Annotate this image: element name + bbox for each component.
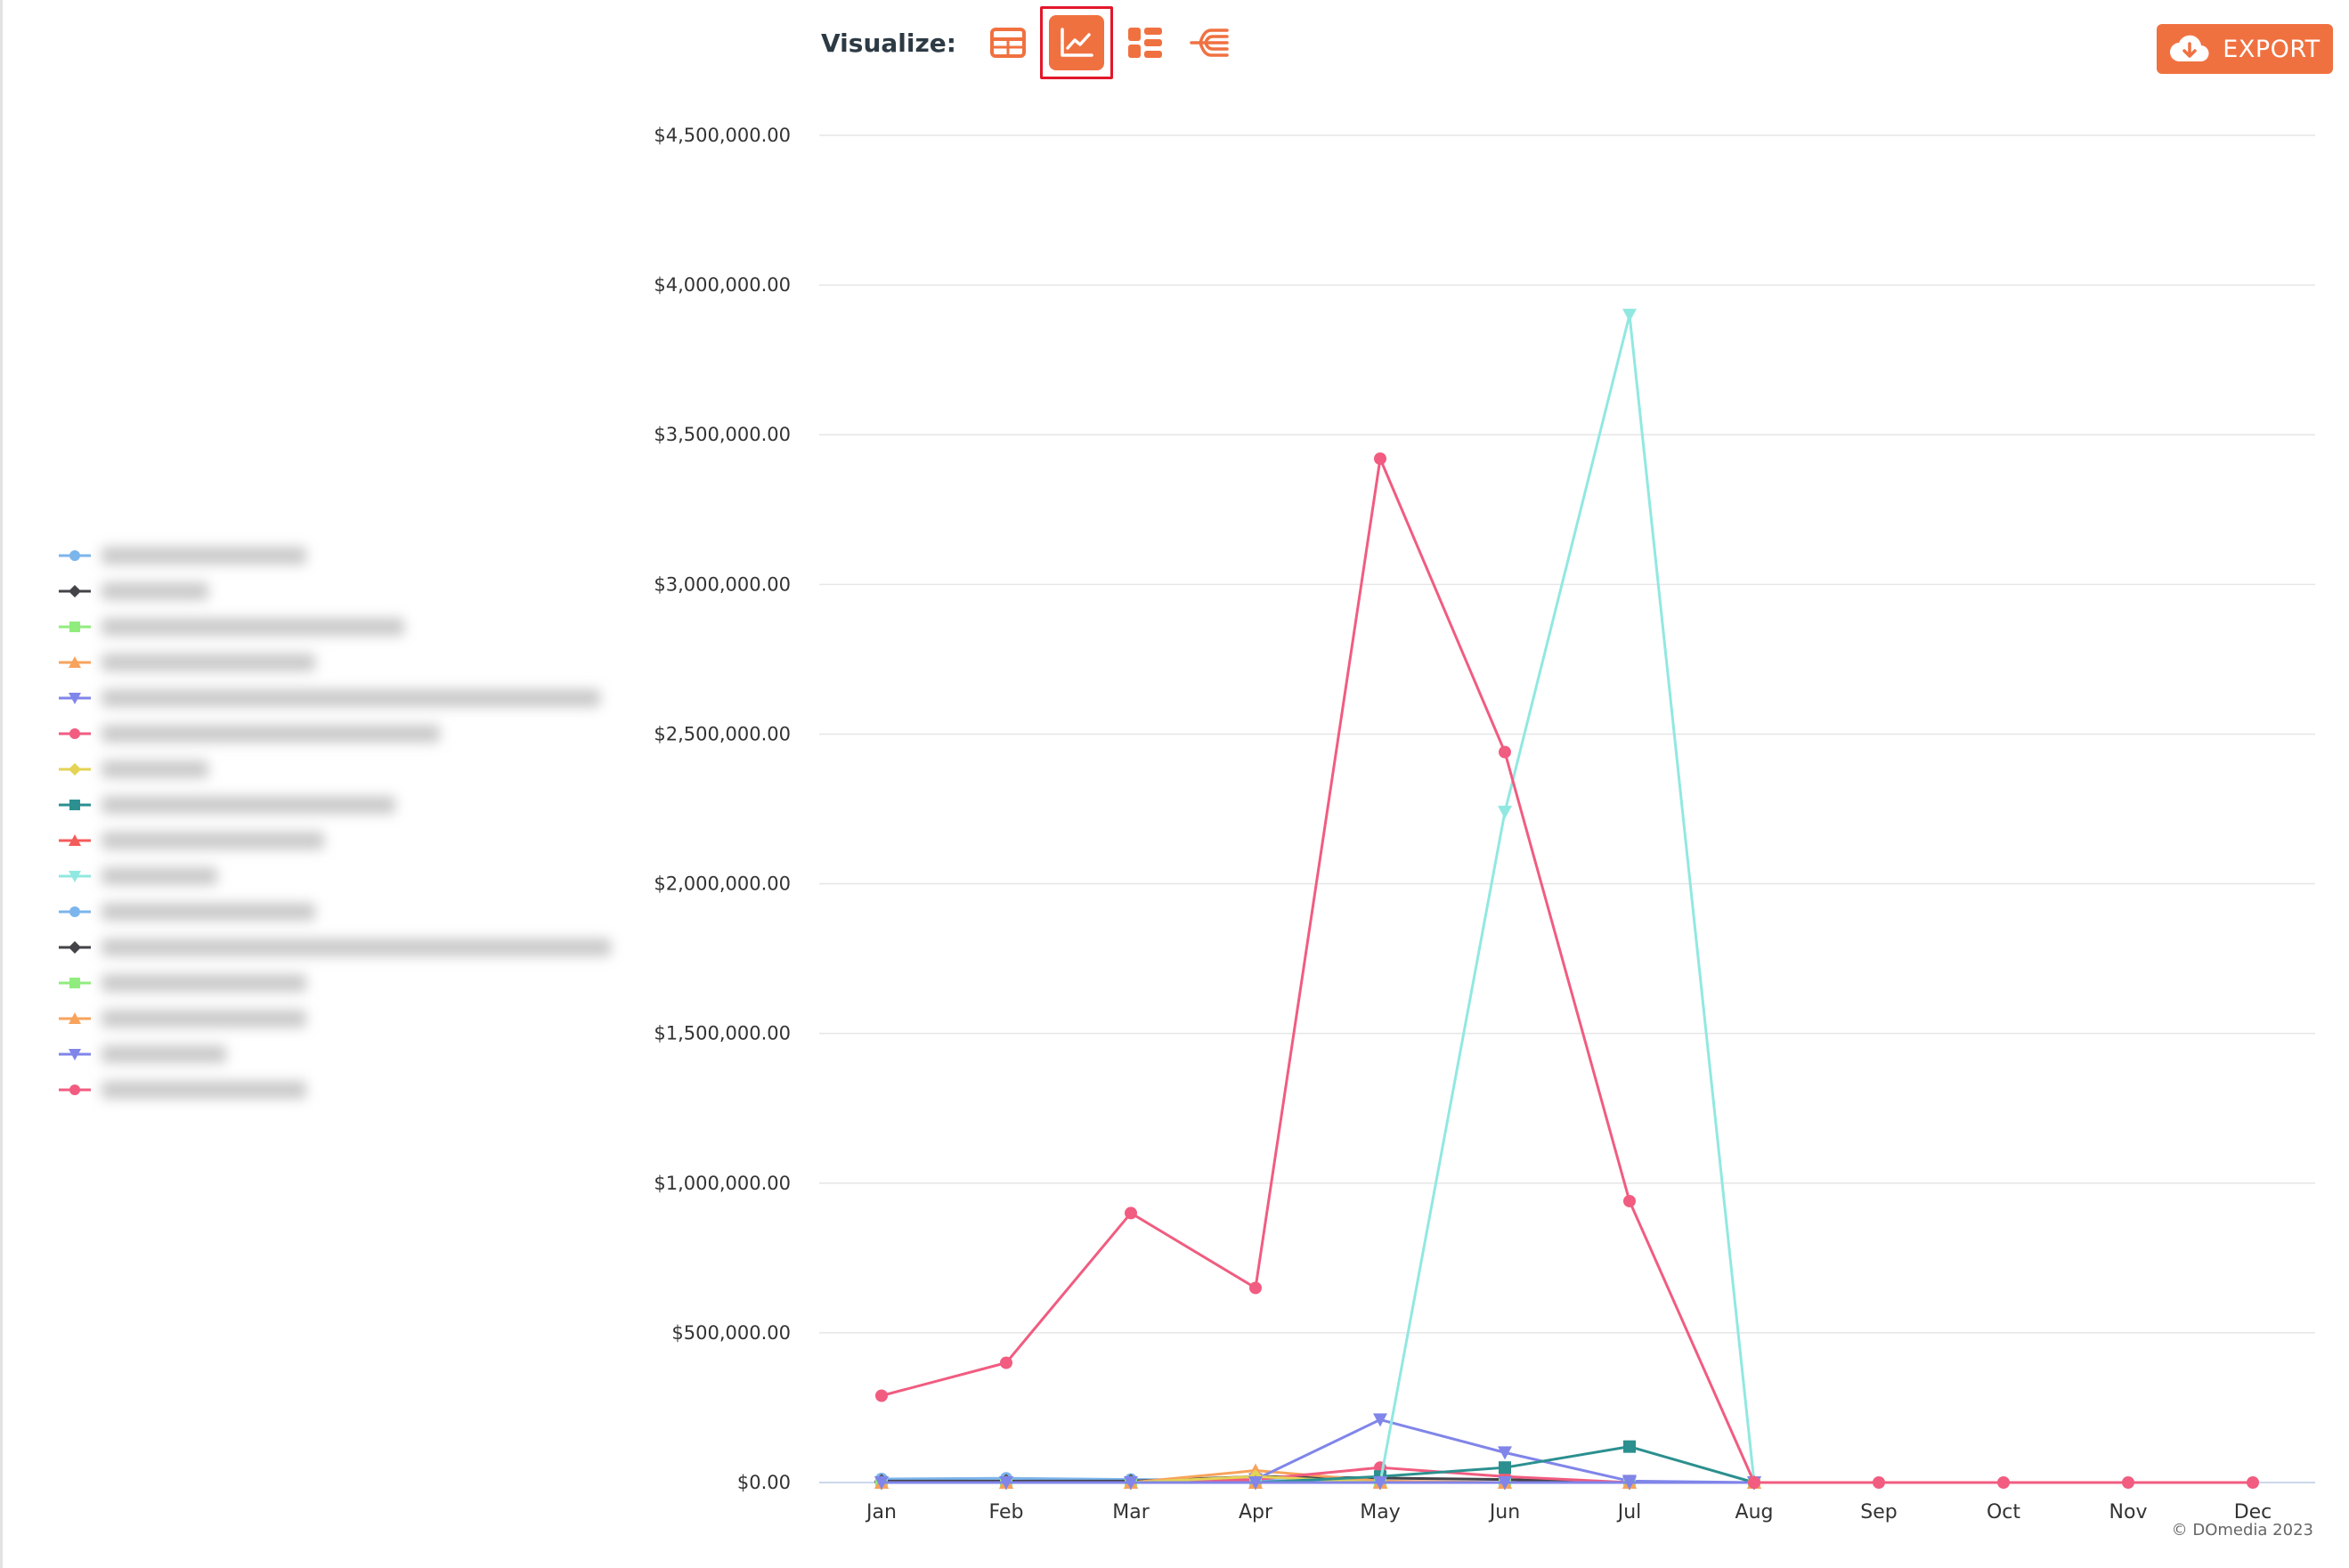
y-tick-label: $4,000,000.00 — [654, 274, 791, 296]
x-tick-label: Mar — [1112, 1501, 1150, 1523]
x-tick-label: Aug — [1735, 1501, 1774, 1523]
x-tick-label: Nov — [2109, 1501, 2148, 1523]
data-point — [1499, 1461, 1511, 1474]
data-point — [1997, 1476, 2010, 1489]
data-point — [1000, 1357, 1012, 1369]
data-point — [1622, 309, 1637, 322]
data-point — [1125, 1206, 1137, 1219]
data-point — [1374, 452, 1386, 465]
data-point — [2247, 1476, 2259, 1489]
x-tick-label: Apr — [1239, 1501, 1273, 1523]
copyright-credit: © DOmedia 2023 — [2172, 1521, 2313, 1540]
y-tick-label: $1,000,000.00 — [654, 1173, 791, 1194]
data-point — [2122, 1476, 2134, 1489]
x-tick-label: Jul — [1616, 1501, 1642, 1523]
x-tick-label: May — [1360, 1501, 1400, 1523]
x-tick-label: Jun — [1488, 1501, 1520, 1523]
data-point — [1499, 746, 1511, 759]
y-tick-label: $1,500,000.00 — [654, 1023, 791, 1044]
y-tick-label: $3,500,000.00 — [654, 424, 791, 445]
data-point — [1249, 1281, 1262, 1294]
y-tick-label: $500,000.00 — [671, 1322, 791, 1344]
data-point — [1748, 1476, 1760, 1489]
x-tick-label: Jan — [865, 1501, 897, 1523]
data-point — [1623, 1195, 1636, 1207]
data-point — [1873, 1476, 1885, 1489]
y-tick-label: $0.00 — [737, 1472, 791, 1493]
y-tick-label: $3,000,000.00 — [654, 573, 791, 595]
data-point — [875, 1389, 888, 1401]
data-point — [1498, 806, 1512, 819]
data-point — [1623, 1441, 1636, 1453]
x-tick-label: Sep — [1860, 1501, 1897, 1523]
x-tick-label: Feb — [989, 1501, 1024, 1523]
y-tick-label: $2,000,000.00 — [654, 873, 791, 895]
series-line — [882, 315, 1754, 1483]
series-10 — [874, 309, 1761, 1490]
y-tick-label: $4,500,000.00 — [654, 125, 791, 146]
series-line — [882, 459, 2253, 1483]
x-tick-label: Oct — [1987, 1501, 2020, 1523]
y-tick-label: $2,500,000.00 — [654, 723, 791, 744]
